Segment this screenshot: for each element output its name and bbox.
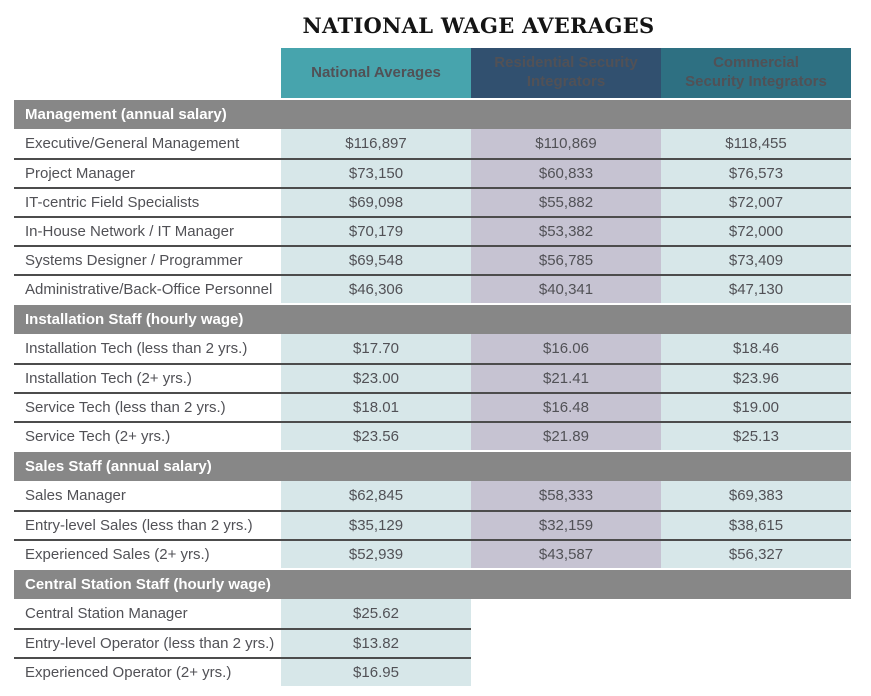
table-row: Entry-level Operator (less than 2 yrs.) $…: [14, 628, 851, 657]
table-row: Experienced Sales (2+ yrs.) $52,939 $43,58…: [14, 539, 851, 568]
row-label: Systems Designer / Programmer: [14, 247, 281, 274]
value-cell: $38,615: [661, 512, 851, 539]
row-label: In-House Network / IT Manager: [14, 218, 281, 245]
row-label: Project Manager: [14, 160, 281, 187]
value-cell: $116,897: [281, 129, 471, 158]
row-label: Service Tech (less than 2 yrs.): [14, 394, 281, 421]
table-row: Sales Manager $62,845 $58,333 $69,383: [14, 481, 851, 510]
value-cell: $70,179: [281, 218, 471, 245]
row-label: Administrative/Back-Office Personnel: [14, 276, 281, 303]
wage-table-page: NATIONAL WAGE AVERAGES National Averages…: [0, 13, 871, 696]
value-cell: $55,882: [471, 189, 661, 216]
value-cell: $73,409: [661, 247, 851, 274]
value-cell: $23.00: [281, 365, 471, 392]
blank-cell: [661, 599, 851, 628]
value-cell: $69,383: [661, 481, 851, 510]
table-row: IT-centric Field Specialists $69,098 $55,8…: [14, 187, 851, 216]
value-cell: $58,333: [471, 481, 661, 510]
value-cell: $118,455: [661, 129, 851, 158]
value-cell: $53,382: [471, 218, 661, 245]
value-cell: $72,007: [661, 189, 851, 216]
table-body: Management (annual salary) Executive/Gene…: [14, 100, 851, 686]
value-cell: $21.41: [471, 365, 661, 392]
value-cell: $60,833: [471, 160, 661, 187]
section-header: Management (annual salary): [14, 100, 851, 129]
column-header-residential-security-integrators: Residential Security Integrators: [471, 48, 661, 98]
table-row: Entry-level Sales (less than 2 yrs.) $35,…: [14, 510, 851, 539]
value-cell: $72,000: [661, 218, 851, 245]
table-row: Systems Designer / Programmer $69,548 $56,…: [14, 245, 851, 274]
value-cell: $16.95: [281, 657, 471, 686]
value-cell: $23.96: [661, 365, 851, 392]
column-header-commercial-security-integrators: Commercial Security Integrators: [661, 48, 851, 98]
value-cell: $19.00: [661, 394, 851, 421]
table-row: Service Tech (less than 2 yrs.) $18.01 $16…: [14, 392, 851, 421]
value-cell: $17.70: [281, 334, 471, 363]
row-label: Sales Manager: [14, 481, 281, 510]
section-header: Installation Staff (hourly wage): [14, 305, 851, 334]
value-cell: $46,306: [281, 276, 471, 303]
row-label: Installation Tech (less than 2 yrs.): [14, 334, 281, 363]
section-header: Central Station Staff (hourly wage): [14, 570, 851, 599]
table-row: Installation Tech (2+ yrs.) $23.00 $21.41 $…: [14, 363, 851, 392]
row-label: Entry-level Operator (less than 2 yrs.): [14, 628, 281, 657]
header-spacer: [14, 48, 281, 98]
value-cell: $21.89: [471, 423, 661, 450]
blank-cell: [471, 657, 661, 686]
table-row: Executive/General Management $116,897 $110…: [14, 129, 851, 158]
value-cell: $16.48: [471, 394, 661, 421]
table-row: Installation Tech (less than 2 yrs.) $17.…: [14, 334, 851, 363]
row-label: Entry-level Sales (less than 2 yrs.): [14, 512, 281, 539]
table-row: Administrative/Back-Office Personnel $46,…: [14, 274, 851, 303]
page-title: NATIONAL WAGE AVERAGES: [302, 13, 655, 38]
row-label: Central Station Manager: [14, 599, 281, 628]
row-label: Executive/General Management: [14, 129, 281, 158]
value-cell: $18.01: [281, 394, 471, 421]
value-cell: $23.56: [281, 423, 471, 450]
value-cell: $40,341: [471, 276, 661, 303]
value-cell: $35,129: [281, 512, 471, 539]
value-cell: $69,098: [281, 189, 471, 216]
table-row: Experienced Operator (2+ yrs.) $16.95: [14, 657, 851, 686]
table-row: Central Station Manager $25.62: [14, 599, 851, 628]
column-header-national-averages: National Averages: [281, 48, 471, 98]
value-cell: $43,587: [471, 541, 661, 568]
value-cell: $76,573: [661, 160, 851, 187]
table-row: Service Tech (2+ yrs.) $23.56 $21.89 $25.13: [14, 421, 851, 450]
value-cell: $62,845: [281, 481, 471, 510]
value-cell: $110,869: [471, 129, 661, 158]
value-cell: $25.62: [281, 599, 471, 628]
value-cell: $52,939: [281, 541, 471, 568]
value-cell: $18.46: [661, 334, 851, 363]
value-cell: $73,150: [281, 160, 471, 187]
value-cell: $13.82: [281, 628, 471, 657]
row-label: IT-centric Field Specialists: [14, 189, 281, 216]
table-row: Project Manager $73,150 $60,833 $76,573: [14, 158, 851, 187]
value-cell: $32,159: [471, 512, 661, 539]
blank-cell: [661, 628, 851, 657]
value-cell: $16.06: [471, 334, 661, 363]
value-cell: $56,327: [661, 541, 851, 568]
value-cell: $56,785: [471, 247, 661, 274]
table-row: In-House Network / IT Manager $70,179 $53,…: [14, 216, 851, 245]
value-cell: $69,548: [281, 247, 471, 274]
row-label: Experienced Operator (2+ yrs.): [14, 657, 281, 686]
section-header: Sales Staff (annual salary): [14, 452, 851, 481]
blank-cell: [661, 657, 851, 686]
blank-cell: [471, 628, 661, 657]
value-cell: $47,130: [661, 276, 851, 303]
value-cell: $25.13: [661, 423, 851, 450]
blank-cell: [471, 599, 661, 628]
wage-table: National Averages Residential Security I…: [14, 48, 851, 686]
table-header-row: National Averages Residential Security I…: [14, 48, 851, 98]
row-label: Service Tech (2+ yrs.): [14, 423, 281, 450]
row-label: Installation Tech (2+ yrs.): [14, 365, 281, 392]
row-label: Experienced Sales (2+ yrs.): [14, 541, 281, 568]
